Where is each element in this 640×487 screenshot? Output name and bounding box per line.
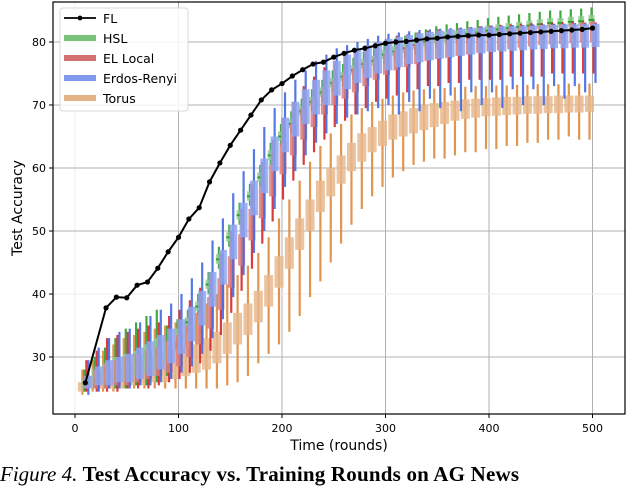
svg-text:EL Local: EL Local (103, 51, 154, 66)
legend-item-fl: FL (64, 11, 117, 26)
swatch-red-icon (64, 55, 96, 61)
y-axis-ticks: 30 40 50 60 70 80 (32, 36, 53, 364)
x-tick-label: 400 (479, 422, 500, 435)
y-tick-label: 30 (32, 351, 46, 364)
legend-item-hsl: HSL (64, 31, 127, 46)
y-tick-label: 70 (32, 99, 46, 112)
y-axis-label: Test Accuracy (10, 160, 26, 257)
marker-dot-icon (77, 15, 83, 21)
x-tick-label: 100 (168, 422, 189, 435)
series-erdos-renyi (84, 23, 600, 395)
swatch-orange-icon (64, 95, 96, 101)
x-tick-label: 200 (272, 422, 293, 435)
legend-item-el-local: EL Local (64, 51, 154, 66)
svg-text:HSL: HSL (103, 31, 127, 46)
axes-frame (52, 1, 626, 415)
x-tick-label: 0 (72, 422, 79, 435)
figure-title: Test Accuracy vs. Training Rounds on AG … (82, 462, 520, 486)
svg-text:Torus: Torus (102, 91, 136, 106)
y-tick-label: 50 (32, 225, 46, 238)
legend-item-torus: Torus (64, 91, 136, 106)
swatch-blue-icon (64, 75, 96, 81)
swatch-green-icon (64, 35, 96, 41)
series-fl (82, 25, 596, 386)
y-tick-label: 80 (32, 36, 46, 49)
x-axis-ticks: 0 100 200 300 400 500 (72, 414, 603, 435)
y-tick-label: 60 (32, 162, 46, 175)
y-tick-label: 40 (32, 288, 46, 301)
figure-label: Figure 4. (0, 462, 78, 486)
svg-text:Erdos-Renyi: Erdos-Renyi (103, 71, 177, 86)
x-axis-label: Time (rounds) (289, 438, 388, 454)
svg-text:FL: FL (103, 11, 117, 26)
figure-caption: Figure 4. Test Accuracy vs. Training Rou… (0, 462, 640, 487)
legend: FL HSL EL Local Erdos-Renyi Torus (59, 7, 189, 112)
plot-area (77, 7, 600, 395)
x-tick-label: 500 (582, 422, 603, 435)
legend-item-erdos-renyi: Erdos-Renyi (64, 71, 177, 86)
x-tick-label: 300 (375, 422, 396, 435)
